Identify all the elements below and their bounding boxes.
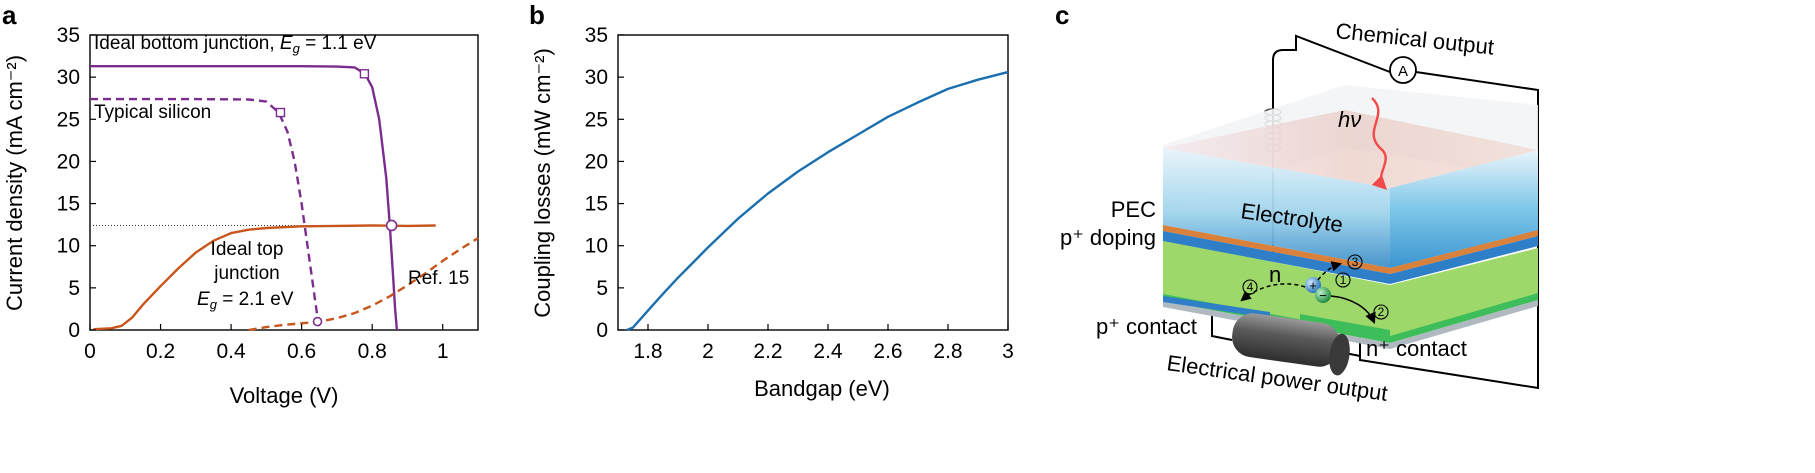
p-contact-label: p⁺ contact <box>1096 314 1197 339</box>
electrolyte-top <box>1163 110 1538 188</box>
svg-text:3: 3 <box>1352 255 1359 269</box>
battery-icon <box>1232 313 1350 376</box>
series-line-silicon <box>90 97 321 331</box>
series-line-coupling <box>626 70 1009 332</box>
electrolyte-side <box>1390 150 1538 268</box>
panel-b-x-axis-title: Bandgap (eV) <box>754 376 890 401</box>
path-step-2 <box>1330 295 1376 325</box>
electron-sign: − <box>1319 288 1327 303</box>
x-tick-label: 2.2 <box>753 340 782 363</box>
x-tick-label: 0.4 <box>216 340 246 363</box>
x-tick-label: 2.4 <box>813 340 843 363</box>
svg-text:4: 4 <box>1247 280 1254 294</box>
x-tick-label: 2.6 <box>873 340 902 363</box>
annotation-top-junction-eg: Eg = 2.1 eV <box>197 289 294 312</box>
marker-point <box>359 69 370 79</box>
y-tick-label: 5 <box>68 277 80 300</box>
svg-text:2: 2 <box>1378 305 1385 319</box>
x-tick-label: 1 <box>437 340 449 363</box>
photon-label: hν <box>1338 107 1361 132</box>
annotation-bottom-junction: Ideal bottom junction, Eg = 1.1 eV <box>94 33 377 56</box>
marker-point <box>385 219 398 232</box>
x-tick-label: 0.8 <box>358 340 387 363</box>
circuit-wire-bottom-left <box>1211 310 1233 341</box>
electron-carrier-icon <box>1315 287 1331 303</box>
annotation-top-junction-2: junction <box>213 263 280 284</box>
annotation-ref15: Ref. 15 <box>408 268 469 289</box>
x-tick-label: 0.6 <box>287 340 316 363</box>
y-tick-label: 30 <box>585 66 608 89</box>
p-contact-strip <box>1163 296 1270 318</box>
n-region-label: n <box>1269 262 1281 287</box>
panel-a-y-axis-title: Current density (mA cm⁻²) <box>2 55 27 311</box>
y-tick-label: 15 <box>585 193 608 216</box>
substrate-stripe <box>1163 300 1538 349</box>
ammeter-label: A <box>1398 63 1408 80</box>
chemical-output-label: Chemical output <box>1334 18 1495 59</box>
x-tick-label: 0 <box>84 340 96 363</box>
panel-a-frame <box>89 34 479 331</box>
hole-sign: + <box>1309 278 1317 293</box>
series-line-top <box>93 224 436 331</box>
panel-c-diagram: c <box>1055 0 1539 406</box>
y-tick-label: 10 <box>57 235 80 258</box>
panel-b-frame <box>617 34 1009 331</box>
panel-a-label: a <box>2 0 17 30</box>
p-doping-layer <box>1163 231 1538 284</box>
step-1-badge: 1 <box>1335 272 1351 288</box>
y-tick-label: 20 <box>585 150 608 173</box>
x-tick-label: 0.2 <box>146 340 175 363</box>
y-tick-label: 35 <box>585 24 608 47</box>
panel-a-x-axis-title: Voltage (V) <box>230 383 339 408</box>
circuit-wire-left <box>1272 34 1391 256</box>
contact-stripe <box>1163 293 1538 343</box>
step-4-badge: 4 <box>1242 279 1258 295</box>
path-step-3 <box>1317 261 1343 281</box>
panel-b-y-axis-title: Coupling losses (mW cm⁻²) <box>530 48 555 318</box>
step-3-badge: 3 <box>1347 254 1363 270</box>
x-tick-label: 1.8 <box>633 340 662 363</box>
panel-c-label: c <box>1055 0 1069 30</box>
annotation-top-junction-1: Ideal top <box>211 239 284 260</box>
pec-label: PEC <box>1111 197 1156 222</box>
y-tick-label: 35 <box>57 24 80 47</box>
y-tick-label: 0 <box>68 319 80 342</box>
x-tick-label: 3 <box>1002 340 1014 363</box>
y-tick-label: 20 <box>57 150 80 173</box>
p-doping-label: p⁺ doping <box>1060 225 1156 250</box>
hole-carrier-icon <box>1305 277 1321 293</box>
y-tick-label: 25 <box>585 108 608 131</box>
step-2-badge: 2 <box>1373 304 1389 320</box>
n-contact-label: n⁺ contact <box>1366 336 1467 361</box>
panel-b-label: b <box>529 0 545 30</box>
x-tick-label: 2 <box>702 340 714 363</box>
marker-point <box>275 107 286 118</box>
y-tick-label: 10 <box>585 235 608 258</box>
ammeter-icon <box>1389 56 1417 84</box>
marker-point <box>312 316 323 327</box>
y-tick-label: 15 <box>57 193 80 216</box>
x-tick-label: 2.8 <box>933 340 962 363</box>
semiconductor-body <box>1163 240 1538 338</box>
annotation-typical-silicon: Typical silicon <box>94 102 211 123</box>
y-tick-label: 30 <box>57 66 80 89</box>
y-tick-label: 0 <box>596 319 608 342</box>
n-contact-strip <box>1300 314 1390 336</box>
svg-text:1: 1 <box>1340 273 1347 287</box>
y-tick-label: 25 <box>57 108 80 131</box>
pec-layer <box>1163 225 1538 274</box>
photon-arrow-icon <box>1371 97 1388 191</box>
series-line-bottom <box>90 65 399 331</box>
y-tick-label: 5 <box>596 277 608 300</box>
